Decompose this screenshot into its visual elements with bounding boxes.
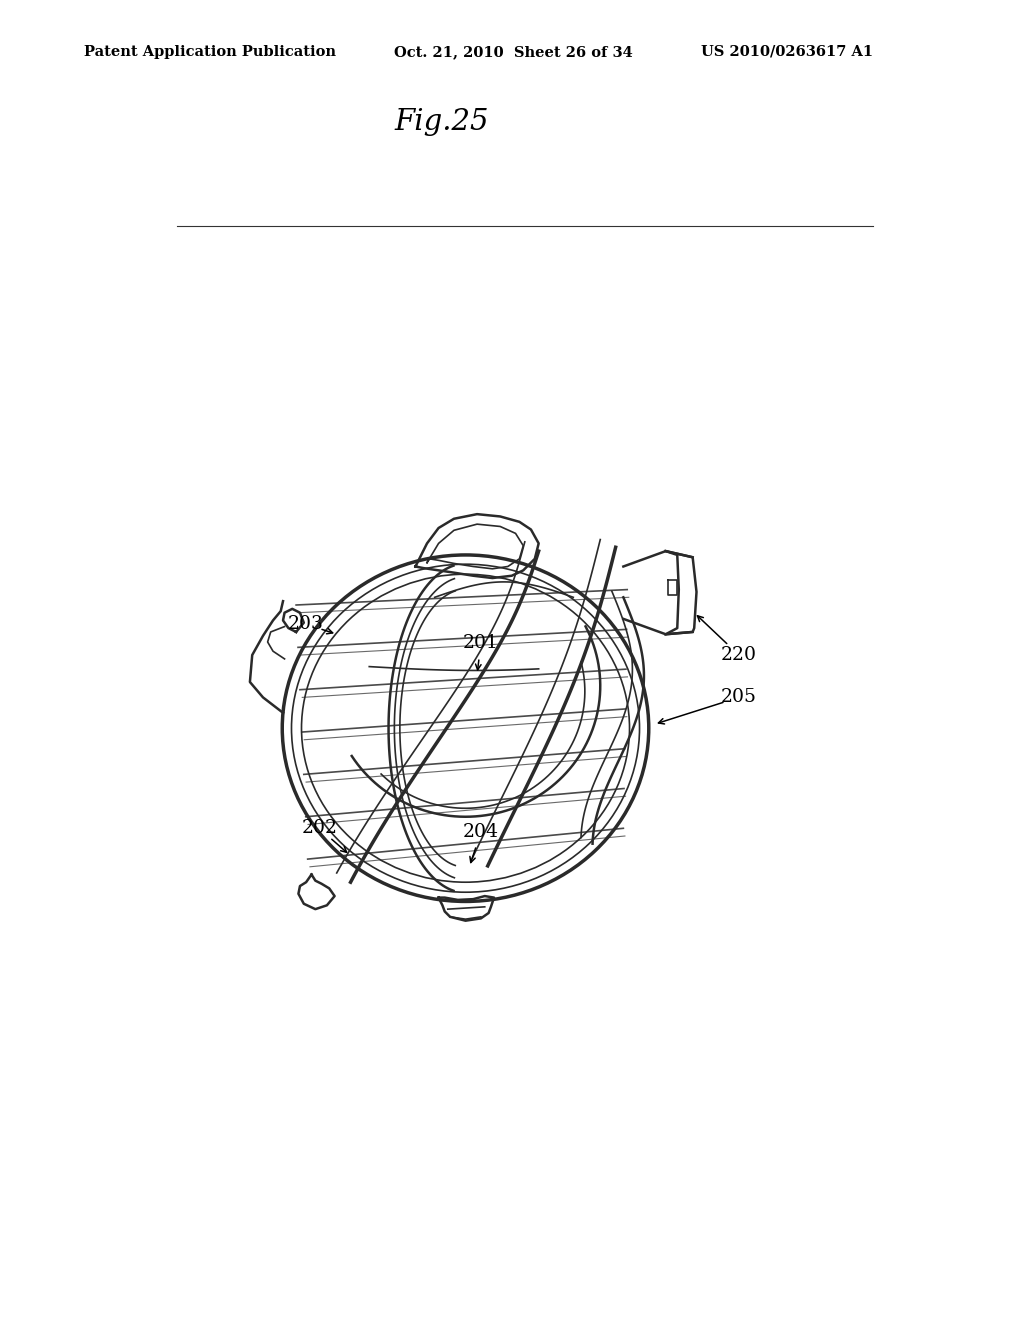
- Text: 204: 204: [463, 824, 499, 841]
- Text: Patent Application Publication: Patent Application Publication: [84, 45, 336, 59]
- Text: 203: 203: [288, 615, 324, 634]
- Text: 202: 202: [301, 820, 337, 837]
- Text: US 2010/0263617 A1: US 2010/0263617 A1: [701, 45, 873, 59]
- Text: 201: 201: [463, 635, 499, 652]
- Text: 205: 205: [721, 689, 757, 706]
- Text: Oct. 21, 2010  Sheet 26 of 34: Oct. 21, 2010 Sheet 26 of 34: [394, 45, 633, 59]
- Text: Fig.25: Fig.25: [394, 108, 488, 136]
- Text: 220: 220: [721, 645, 757, 664]
